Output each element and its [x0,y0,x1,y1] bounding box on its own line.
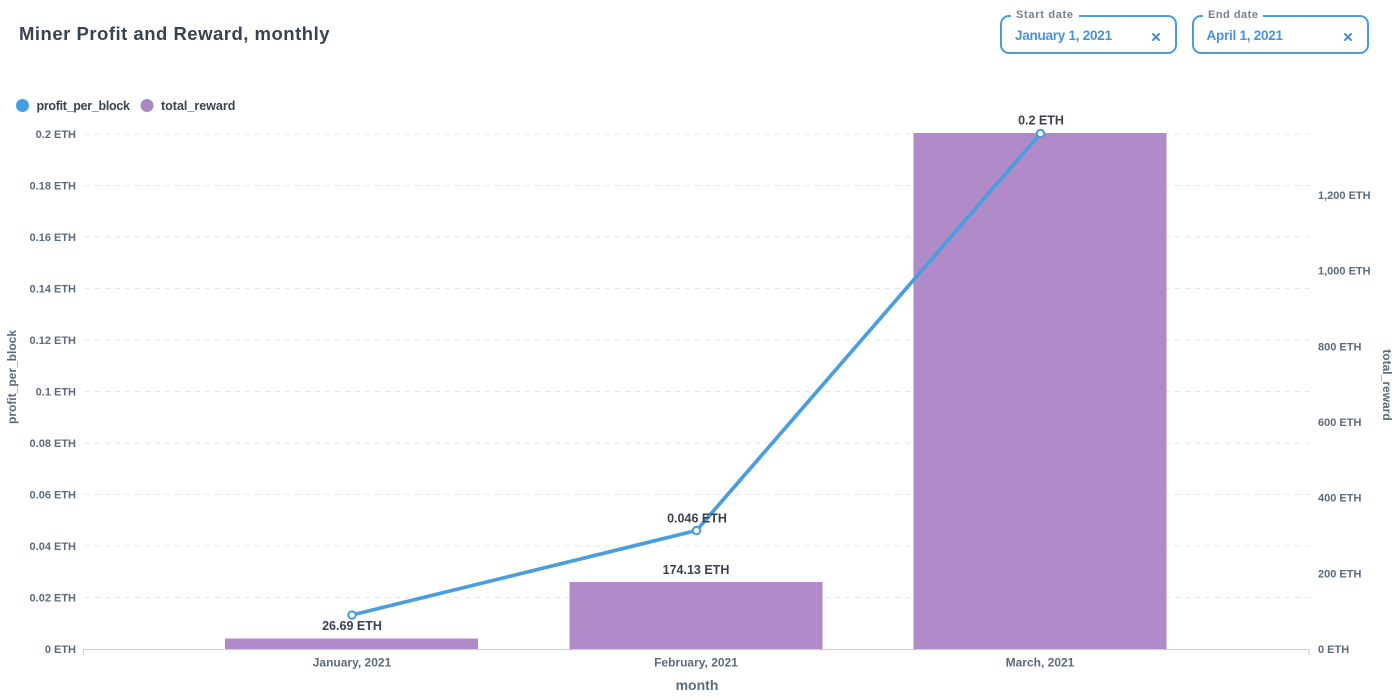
svg-text:0.046 ETH: 0.046 ETH [667,512,727,526]
svg-text:0.08 ETH: 0.08 ETH [30,438,77,450]
svg-text:January, 2021: January, 2021 [313,656,392,670]
svg-text:26.69 ETH: 26.69 ETH [322,619,382,633]
svg-text:0.1 ETH: 0.1 ETH [36,387,76,399]
svg-text:600 ETH: 600 ETH [1318,417,1361,429]
svg-text:1,000 ETH: 1,000 ETH [1318,266,1371,278]
svg-text:profit_per_block: profit_per_block [5,330,19,424]
svg-text:0.04 ETH: 0.04 ETH [30,541,77,553]
svg-text:0 ETH: 0 ETH [45,644,76,656]
svg-text:0.06 ETH: 0.06 ETH [30,490,77,502]
svg-text:total_reward: total_reward [161,99,235,113]
svg-text:0.12 ETH: 0.12 ETH [30,335,77,347]
svg-text:0.2 ETH: 0.2 ETH [1018,114,1064,128]
svg-text:200 ETH: 200 ETH [1318,568,1361,580]
svg-text:month: month [676,677,719,693]
svg-text:0.2 ETH: 0.2 ETH [36,129,76,141]
svg-text:0.02 ETH: 0.02 ETH [30,593,77,605]
svg-text:0.14 ETH: 0.14 ETH [30,284,77,296]
svg-text:800 ETH: 800 ETH [1318,341,1361,353]
svg-text:0 ETH: 0 ETH [1318,644,1349,656]
svg-text:1,200 ETH: 1,200 ETH [1318,190,1371,202]
svg-text:profit_per_block: profit_per_block [37,99,130,113]
svg-text:total_reward: total_reward [1380,349,1394,420]
svg-text:0.16 ETH: 0.16 ETH [30,232,77,244]
svg-text:400 ETH: 400 ETH [1318,493,1361,505]
svg-text:March, 2021: March, 2021 [1006,656,1075,670]
svg-text:0.18 ETH: 0.18 ETH [30,181,77,193]
svg-text:February, 2021: February, 2021 [654,656,738,670]
svg-text:174.13 ETH: 174.13 ETH [663,563,730,577]
